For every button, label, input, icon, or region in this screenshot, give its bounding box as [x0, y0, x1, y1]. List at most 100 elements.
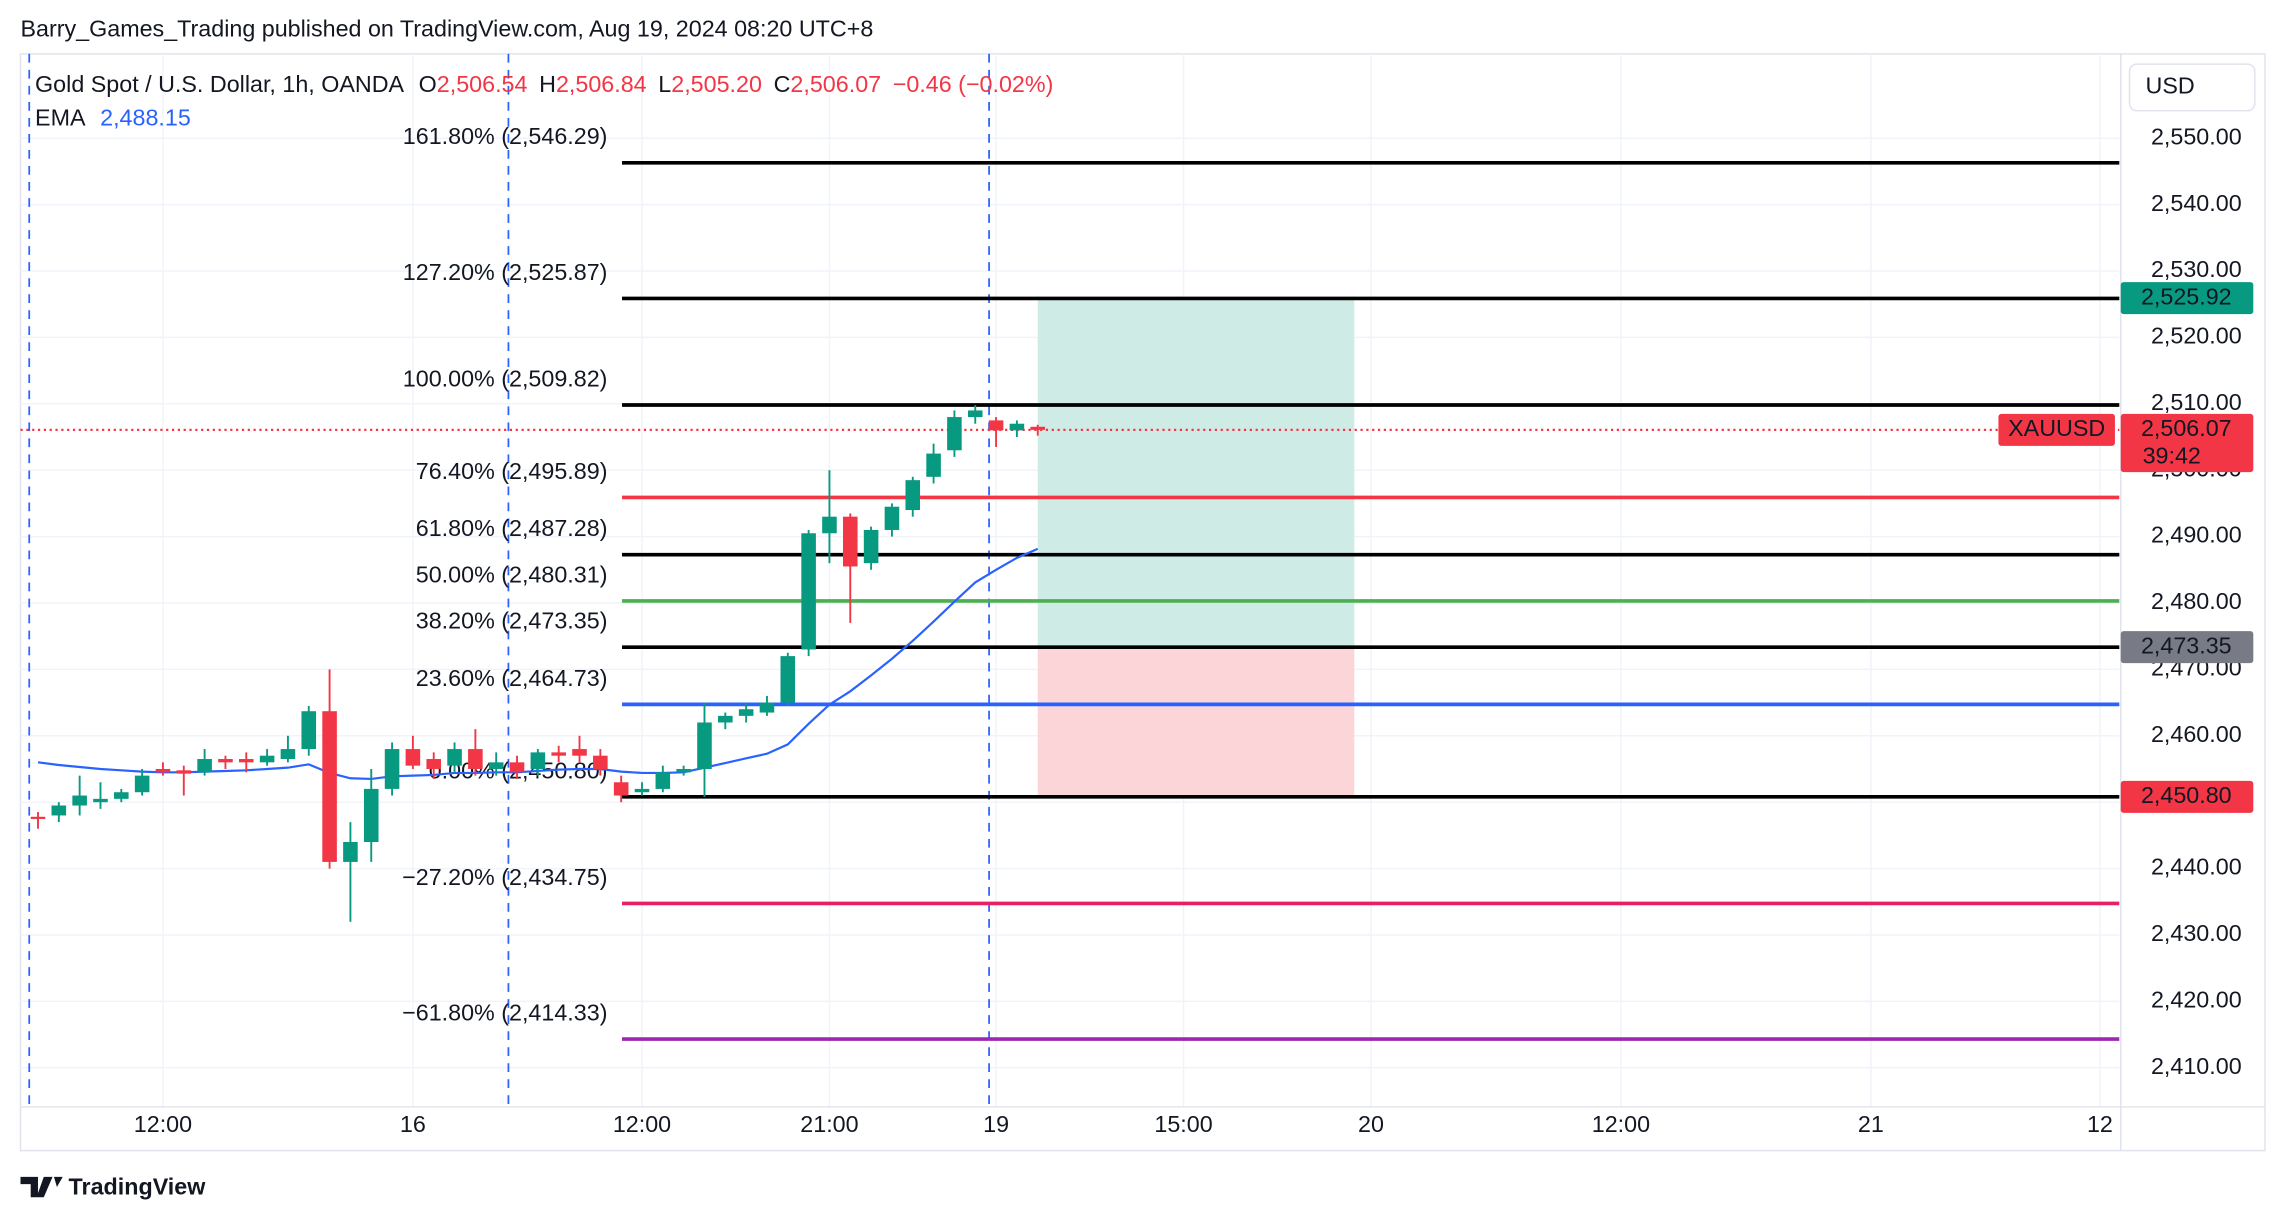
fib-label: 76.40% (2,495.89) — [416, 458, 608, 484]
candle-body — [551, 752, 566, 756]
stop-tag — [2120, 780, 2254, 813]
fib-label: −27.20% (2,434.75) — [402, 864, 607, 890]
candle-body — [218, 759, 233, 763]
candle-body — [322, 711, 337, 862]
x-tick-label: 21 — [1858, 1111, 1884, 1137]
countdown-label: 39:42 — [2143, 443, 2201, 469]
candle-body — [738, 709, 754, 716]
profit-zone — [1037, 298, 1355, 648]
candle-body — [759, 702, 775, 713]
fib-label: 161.80% (2,546.29) — [403, 123, 608, 149]
candle-body — [155, 768, 171, 773]
candle-body — [926, 453, 941, 477]
target-tag — [2120, 282, 2254, 315]
candle-body — [343, 842, 358, 862]
x-tick-label: 21:00 — [800, 1111, 858, 1137]
candle-body — [468, 749, 483, 769]
x-tick-label: 12:00 — [134, 1111, 192, 1137]
candle-body — [363, 788, 379, 843]
candle-body — [530, 752, 546, 769]
x-tick-label: 12:00 — [613, 1111, 671, 1137]
candle-body — [801, 533, 816, 650]
legend: Gold Spot / U.S. Dollar, 1h, OANDA O2,506… — [35, 71, 1053, 130]
fib-label: 23.60% (2,464.73) — [416, 665, 608, 691]
candle-body — [72, 795, 87, 806]
candle-body — [780, 656, 796, 703]
currency-button[interactable] — [2128, 63, 2256, 112]
ohlc-key: C — [774, 71, 791, 97]
ohlc-key: O — [419, 71, 437, 97]
fib-label: 127.20% (2,525.87) — [403, 259, 608, 285]
ohlc-value: 2,505.20 — [671, 71, 762, 97]
x-tick-label: 19 — [983, 1111, 1009, 1137]
target-tag-label: 2,525.92 — [2141, 283, 2232, 309]
footer-brand: TradingView — [69, 1174, 207, 1200]
ohlc-key: L — [658, 71, 671, 97]
candle-body — [1030, 426, 1046, 430]
candle-body — [509, 762, 525, 773]
symbol-title: Gold Spot / U.S. Dollar, 1h, OANDA — [35, 71, 404, 97]
candle-body — [967, 410, 983, 418]
fib-label: 38.20% (2,473.35) — [416, 608, 608, 634]
candle-body — [488, 762, 504, 769]
candle-body — [447, 749, 462, 766]
candle-body — [842, 516, 858, 567]
ema-name: EMA — [35, 105, 86, 131]
fib-label: 50.00% (2,480.31) — [416, 561, 608, 587]
fib-label: 100.00% (2,509.82) — [403, 365, 608, 391]
candle-body — [51, 805, 67, 816]
candle-body — [572, 749, 587, 756]
ema-value: 2,488.15 — [100, 105, 191, 131]
ema-legend: EMA 2,488.15 — [35, 105, 191, 131]
candle-body — [822, 516, 837, 534]
ohlc-value: 2,506.84 — [556, 71, 647, 97]
ohlc-key: H — [539, 71, 556, 97]
candle-body — [30, 816, 46, 819]
candle-body — [384, 749, 400, 789]
candle-body — [593, 755, 608, 769]
stop-tag-label: 2,450.80 — [2141, 782, 2232, 808]
entry-tag — [2120, 631, 2254, 664]
candle-body — [988, 420, 1004, 431]
y-tick-label: 2,480.00 — [2151, 588, 2242, 614]
candle-body — [301, 711, 317, 750]
ohlc-value: 2,506.54 — [437, 71, 528, 97]
x-tick-label: 16 — [400, 1111, 426, 1137]
symbol-tag-label: XAUUSD — [2008, 415, 2105, 441]
candle-body — [1009, 423, 1025, 431]
x-tick-label: 20 — [1358, 1111, 1384, 1137]
y-tick-label: 2,410.00 — [2151, 1053, 2242, 1079]
footer-logo: TradingView — [20, 1174, 206, 1200]
candle-body — [426, 759, 442, 769]
fib-label: 61.80% (2,487.28) — [416, 515, 608, 541]
candle-body — [905, 480, 921, 511]
y-tick-label: 2,460.00 — [2151, 721, 2242, 747]
x-tick-label: 12 — [2087, 1111, 2113, 1137]
candle-body — [634, 788, 650, 793]
candle-body — [613, 782, 629, 796]
candle-body — [884, 506, 900, 530]
y-tick-label: 2,520.00 — [2151, 323, 2242, 349]
entry-tag-label: 2,473.35 — [2141, 632, 2232, 658]
ohlc-value: 2,506.07 — [790, 71, 881, 97]
plot: 161.80% (2,546.29) 127.20% (2,525.87) 100.… — [20, 53, 2120, 1107]
y-tick-label: 2,490.00 — [2151, 522, 2242, 548]
axes: 12:00 16 12:00 21:00 19 15:00 20 12:00 21 12 2,410… — [134, 123, 2254, 1137]
candle-body — [405, 749, 421, 766]
currency-label[interactable]: USD — [2146, 73, 2195, 99]
candle-body — [197, 759, 212, 773]
change-value: −0.46 (−0.02%) — [893, 71, 1054, 97]
candle-body — [259, 755, 275, 763]
candle-body — [718, 715, 733, 723]
candle-body — [114, 792, 129, 799]
fib-label: −61.80% (2,414.33) — [402, 999, 607, 1025]
last-price-tag — [2120, 413, 2254, 473]
candle-body — [863, 529, 879, 564]
candle-body — [93, 798, 108, 803]
candle-body — [238, 759, 254, 763]
symbol-tag — [1998, 413, 2115, 446]
candle-body — [676, 768, 691, 773]
